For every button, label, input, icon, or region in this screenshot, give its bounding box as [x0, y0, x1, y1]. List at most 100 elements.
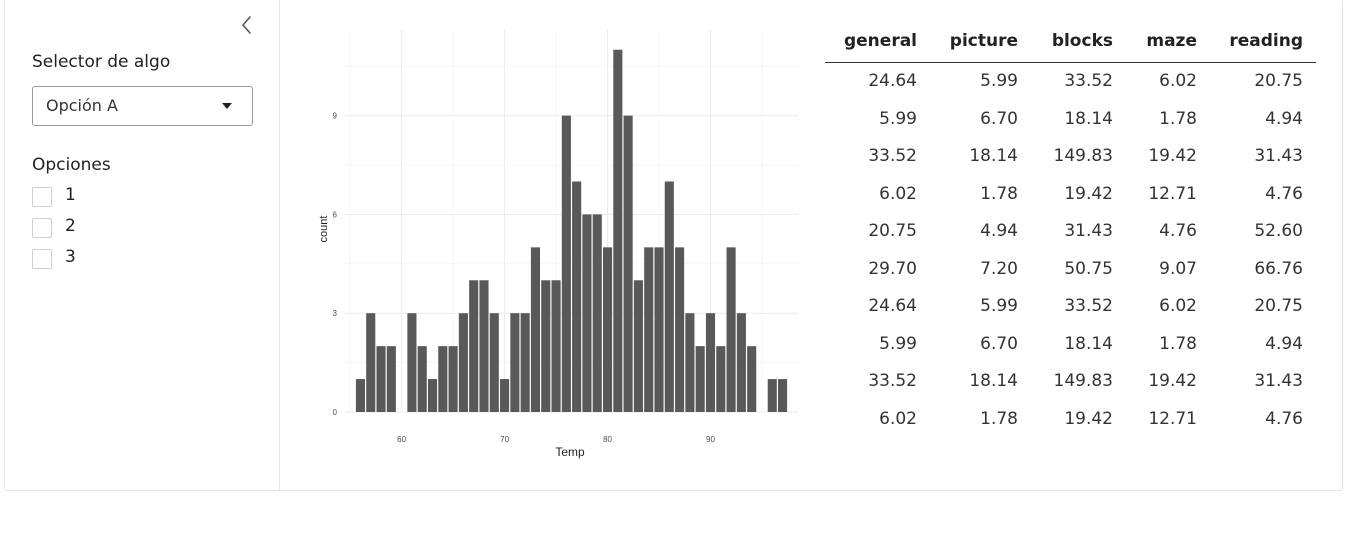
histogram-bar: [520, 313, 530, 412]
app-card: Selector de algo Opción A Opciones 1 2 3…: [4, 0, 1343, 491]
y-tick-label: 9: [333, 112, 338, 121]
table-cell-general: 29.70: [868, 258, 917, 279]
column-header-maze: maze: [1146, 31, 1197, 51]
table-cell-maze: 1.78: [1159, 333, 1197, 354]
histogram-bar: [633, 280, 643, 412]
table-cell-maze: 19.42: [1148, 146, 1197, 166]
table-row: 5.99 6.70 18.14 1.78 4.94: [825, 101, 1316, 139]
histogram-bar: [561, 115, 571, 412]
table-cell-picture: 6.70: [980, 333, 1018, 354]
histogram-bar: [736, 313, 746, 412]
histogram-bar: [582, 214, 592, 412]
histogram-bar: [685, 313, 695, 412]
histogram-bar: [458, 313, 468, 412]
table-row: 6.02 1.78 19.42 12.71 4.76: [825, 176, 1316, 214]
table-cell-picture: 7.20: [980, 258, 1018, 279]
table-cell-blocks: 50.75: [1064, 258, 1113, 279]
column-header-reading: reading: [1229, 31, 1303, 51]
table-body: 24.64 5.99 33.52 6.02 20.75 5.99 6.70 18.14 1.78…: [825, 63, 1316, 438]
histogram-bar: [427, 379, 438, 412]
table-cell-blocks: 18.14: [1064, 333, 1113, 354]
table-cell-maze: 19.42: [1148, 371, 1197, 391]
table-cell-blocks: 149.83: [1053, 146, 1113, 166]
table-cell-reading: 20.75: [1254, 71, 1303, 91]
chevron-left-icon[interactable]: [237, 14, 257, 36]
table-cell-maze: 6.02: [1159, 296, 1197, 316]
table-cell-picture: 4.94: [980, 221, 1018, 241]
table-cell-reading: 4.94: [1265, 333, 1303, 354]
table-cell-reading: 4.76: [1265, 183, 1303, 204]
column-header-general: general: [843, 31, 917, 51]
table-cell-reading: 66.76: [1254, 258, 1303, 279]
table-row: 5.99 6.70 18.14 1.78 4.94: [825, 326, 1316, 364]
table-row: 29.70 7.20 50.75 9.07 66.76: [825, 251, 1316, 289]
x-tick-label: 90: [706, 435, 715, 444]
selector-label: Selector de algo: [32, 52, 171, 72]
histogram-bar: [541, 280, 551, 412]
histogram-bar: [489, 313, 499, 412]
table-cell-picture: 6.70: [980, 108, 1018, 129]
histogram-bar: [530, 247, 541, 412]
options-label: Opciones: [32, 155, 111, 175]
x-tick-label: 80: [603, 435, 612, 444]
table-cell-blocks: 18.14: [1064, 108, 1113, 129]
table-cell-picture: 5.99: [980, 296, 1018, 316]
table-cell-reading: 31.43: [1254, 146, 1303, 166]
histogram-bar: [592, 214, 602, 412]
histogram-bar: [644, 247, 654, 412]
table-cell-general: 33.52: [868, 371, 917, 391]
table-cell-picture: 5.99: [980, 71, 1018, 91]
column-header-blocks: blocks: [1051, 31, 1113, 51]
table-row: 33.52 18.14 149.83 19.42 31.43: [825, 138, 1316, 176]
y-axis-label: count: [318, 216, 330, 243]
table-cell-general: 24.64: [868, 296, 917, 316]
table-cell-reading: 4.94: [1265, 108, 1303, 129]
table-cell-general: 6.02: [879, 408, 917, 429]
table-cell-maze: 4.76: [1159, 221, 1197, 241]
histogram-bar: [448, 346, 458, 412]
table-header: general picture blocks maze reading: [825, 26, 1316, 63]
table-cell-picture: 1.78: [980, 183, 1018, 204]
table-cell-maze: 9.07: [1159, 258, 1197, 279]
table-cell-blocks: 19.42: [1064, 183, 1113, 204]
table-cell-maze: 1.78: [1159, 108, 1197, 129]
y-tick-label: 0: [333, 408, 338, 417]
histogram-bar: [500, 379, 510, 412]
table-row: 20.75 4.94 31.43 4.76 52.60: [825, 213, 1316, 251]
checkbox[interactable]: [32, 218, 52, 238]
table-cell-general: 5.99: [879, 108, 917, 129]
checkbox[interactable]: [32, 187, 52, 207]
histogram-bar: [438, 346, 448, 412]
histogram-bar: [572, 181, 582, 412]
caret-down-icon: [222, 103, 232, 109]
histogram-bar: [386, 346, 396, 412]
histogram-bar: [778, 379, 788, 412]
selector-value: Opción A: [46, 96, 118, 115]
table-row: 24.64 5.99 33.52 6.02 20.75: [825, 63, 1316, 101]
table-cell-general: 6.02: [879, 183, 917, 204]
table-cell-blocks: 19.42: [1064, 408, 1113, 429]
table-cell-reading: 52.60: [1254, 221, 1303, 241]
selector-dropdown[interactable]: Opción A: [32, 86, 253, 126]
temperature-histogram: 60 70 80 90 0 3 6 9 Temp count: [318, 30, 798, 459]
table-cell-general: 20.75: [868, 221, 917, 241]
histogram-bar: [767, 379, 777, 412]
table-cell-picture: 18.14: [969, 371, 1018, 391]
checkbox[interactable]: [32, 249, 52, 269]
histogram-bar: [675, 247, 685, 412]
checkbox-label: 1: [65, 185, 76, 205]
table-row: 24.64 5.99 33.52 6.02 20.75: [825, 288, 1316, 326]
histogram-bar: [623, 115, 633, 412]
table-cell-reading: 4.76: [1265, 408, 1303, 429]
histogram-bar: [469, 280, 479, 412]
chart-bars: [355, 49, 788, 413]
histogram-bar: [726, 247, 736, 412]
table-cell-reading: 20.75: [1254, 296, 1303, 316]
data-table: general picture blocks maze reading 24.64 5.9…: [825, 26, 1316, 438]
table-cell-maze: 12.71: [1148, 408, 1197, 429]
histogram-bar: [510, 313, 520, 412]
sidebar: Selector de algo Opción A Opciones 1 2 3: [5, 0, 280, 490]
histogram-bar: [479, 280, 489, 412]
histogram-bar: [747, 346, 757, 412]
histogram-bar: [602, 247, 613, 412]
